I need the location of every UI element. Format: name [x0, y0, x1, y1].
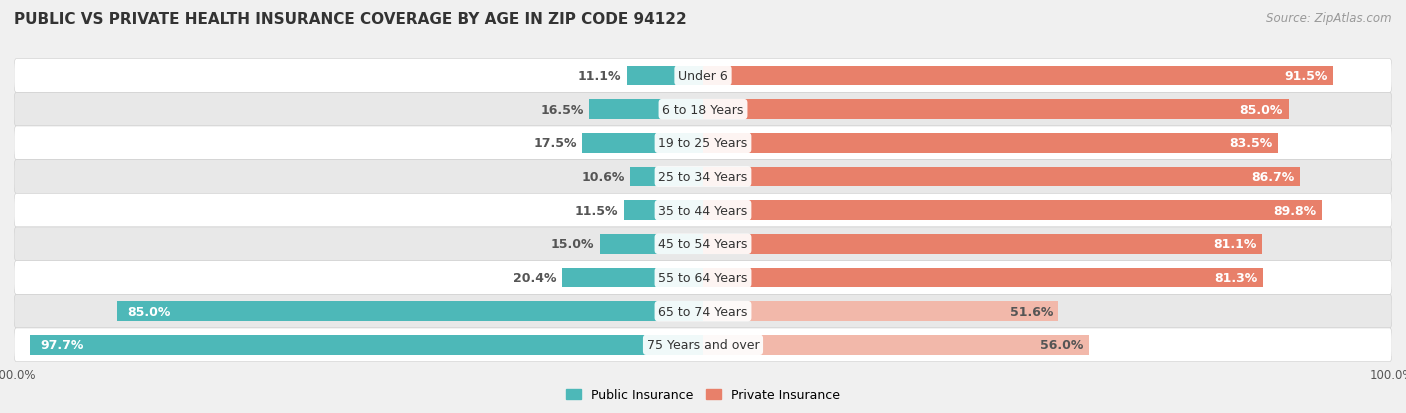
Text: 16.5%: 16.5%: [540, 103, 583, 116]
Text: 81.3%: 81.3%: [1215, 271, 1257, 284]
Bar: [117, 301, 703, 321]
Text: 25 to 34 Years: 25 to 34 Years: [658, 171, 748, 183]
Bar: [703, 134, 1278, 153]
Text: 17.5%: 17.5%: [533, 137, 576, 150]
Text: 85.0%: 85.0%: [1240, 103, 1284, 116]
FancyBboxPatch shape: [14, 294, 1392, 328]
Text: PUBLIC VS PRIVATE HEALTH INSURANCE COVERAGE BY AGE IN ZIP CODE 94122: PUBLIC VS PRIVATE HEALTH INSURANCE COVER…: [14, 12, 686, 27]
Bar: [624, 201, 703, 221]
Text: 97.7%: 97.7%: [41, 339, 83, 351]
Bar: [589, 100, 703, 120]
FancyBboxPatch shape: [14, 59, 1392, 93]
Text: 6 to 18 Years: 6 to 18 Years: [662, 103, 744, 116]
Bar: [703, 268, 1263, 287]
Bar: [630, 167, 703, 187]
Text: Under 6: Under 6: [678, 70, 728, 83]
Text: 65 to 74 Years: 65 to 74 Years: [658, 305, 748, 318]
Bar: [582, 134, 703, 153]
Text: 83.5%: 83.5%: [1229, 137, 1272, 150]
Bar: [703, 235, 1261, 254]
Bar: [30, 335, 703, 355]
Text: 11.5%: 11.5%: [575, 204, 619, 217]
Text: 20.4%: 20.4%: [513, 271, 557, 284]
Text: 56.0%: 56.0%: [1040, 339, 1083, 351]
Text: 85.0%: 85.0%: [128, 305, 172, 318]
Text: 55 to 64 Years: 55 to 64 Years: [658, 271, 748, 284]
Text: 89.8%: 89.8%: [1272, 204, 1316, 217]
FancyBboxPatch shape: [14, 127, 1392, 160]
FancyBboxPatch shape: [14, 261, 1392, 294]
Bar: [599, 235, 703, 254]
Text: 11.1%: 11.1%: [578, 70, 621, 83]
Bar: [562, 268, 703, 287]
FancyBboxPatch shape: [14, 160, 1392, 194]
Legend: Public Insurance, Private Insurance: Public Insurance, Private Insurance: [561, 383, 845, 406]
FancyBboxPatch shape: [14, 228, 1392, 261]
Text: 35 to 44 Years: 35 to 44 Years: [658, 204, 748, 217]
Text: 86.7%: 86.7%: [1251, 171, 1295, 183]
Text: Source: ZipAtlas.com: Source: ZipAtlas.com: [1267, 12, 1392, 25]
Bar: [703, 301, 1059, 321]
Text: 51.6%: 51.6%: [1010, 305, 1053, 318]
Bar: [703, 335, 1088, 355]
Text: 75 Years and over: 75 Years and over: [647, 339, 759, 351]
Bar: [627, 66, 703, 86]
Bar: [703, 100, 1289, 120]
Text: 45 to 54 Years: 45 to 54 Years: [658, 238, 748, 251]
Text: 10.6%: 10.6%: [581, 171, 624, 183]
Text: 15.0%: 15.0%: [551, 238, 595, 251]
Text: 81.1%: 81.1%: [1213, 238, 1256, 251]
FancyBboxPatch shape: [14, 93, 1392, 127]
FancyBboxPatch shape: [14, 328, 1392, 362]
Bar: [703, 201, 1322, 221]
Bar: [703, 167, 1301, 187]
Bar: [703, 66, 1333, 86]
Text: 19 to 25 Years: 19 to 25 Years: [658, 137, 748, 150]
FancyBboxPatch shape: [14, 194, 1392, 228]
Text: 91.5%: 91.5%: [1285, 70, 1327, 83]
